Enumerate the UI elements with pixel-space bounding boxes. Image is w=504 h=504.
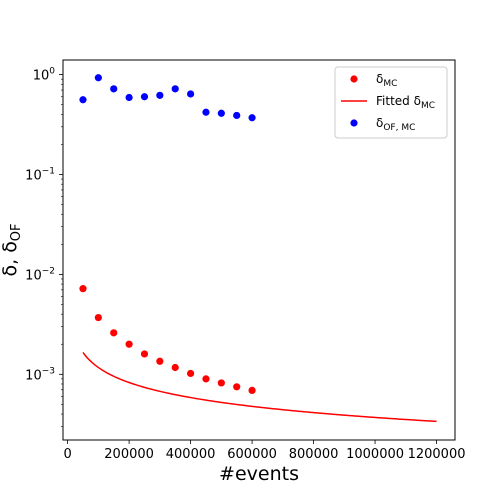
legend-label-subscript: MC (421, 101, 435, 111)
data-point-delta_of_mc (248, 114, 256, 122)
y-tick-label-base: 10 (33, 69, 50, 84)
y-axis-title-subscript: OF (9, 223, 24, 241)
y-tick-label-exponent: −1 (42, 167, 55, 177)
y-axis-title-main: δ, δ (0, 241, 21, 276)
data-point-delta_mc (125, 340, 133, 348)
x-tick-label: 1000000 (346, 447, 404, 462)
data-point-delta_of_mc (233, 111, 241, 120)
legend-box (334, 66, 448, 139)
y-tick-label: 10−2 (25, 266, 55, 283)
data-point-delta_of_mc (94, 74, 102, 82)
data-point-delta_of_mc (156, 91, 164, 99)
data-point-delta_of_mc (79, 96, 87, 104)
data-point-delta_mc (233, 383, 241, 391)
legend-swatch-delta_of_mc (350, 119, 358, 127)
data-point-delta_mc (202, 375, 210, 383)
x-axis: 0 200000 400000 600000 800000 1000000 1200000 (63, 440, 466, 462)
y-tick-label-exponent: −3 (42, 366, 55, 376)
x-tick-label: 400000 (166, 447, 216, 462)
x-tick-label: 200000 (104, 447, 154, 462)
legend-label-main: δ (376, 116, 383, 130)
data-point-delta_of_mc (217, 109, 225, 117)
y-tick-label: 10−1 (25, 167, 55, 184)
legend-label-main: Fitted δ (376, 94, 421, 108)
data-point-delta_of_mc (186, 90, 195, 98)
data-point-delta_mc (171, 363, 179, 372)
legend-label-main: δ (376, 72, 383, 86)
series-line-fitted_delta_mc (82, 352, 437, 423)
data-point-delta_of_mc (202, 108, 210, 116)
y-tick-label: 10−3 (25, 366, 55, 383)
x-axis-title: #events (219, 463, 299, 485)
x-tick-label: 600000 (227, 447, 277, 462)
data-point-delta_of_mc (171, 85, 179, 93)
legend-label-subscript: OF, MC (383, 123, 415, 133)
data-point-delta_mc (186, 369, 195, 378)
data-point-delta_mc (156, 357, 164, 365)
data-point-delta_mc (248, 386, 256, 395)
series-layer (79, 74, 437, 423)
data-point-delta_mc (79, 285, 87, 293)
x-tick-label: 800000 (289, 447, 339, 462)
legend-label-subscript: MC (383, 79, 397, 89)
data-point-delta_mc (110, 329, 118, 337)
y-tick-label-base: 10 (25, 368, 42, 383)
data-point-delta_mc (217, 379, 225, 387)
legend-swatch-delta_mc (350, 75, 358, 83)
data-point-delta_of_mc (110, 85, 118, 93)
y-tick-label-exponent: −2 (42, 266, 55, 276)
y-tick-label-base: 10 (25, 268, 42, 283)
axes-frame (62, 59, 456, 441)
data-point-delta_of_mc (125, 93, 133, 102)
x-tick-label: 0 (63, 447, 71, 462)
data-point-delta_of_mc (140, 93, 149, 101)
data-point-delta_mc (94, 313, 102, 322)
y-axis-title: δ, δOF (0, 223, 24, 276)
legend-label-fitted_delta_mc: Fitted δMC (376, 94, 435, 111)
x-tick-label: 1200000 (408, 447, 466, 462)
y-tick-label: 100 (33, 67, 56, 84)
y-tick-label-exponent: 0 (49, 67, 55, 77)
legend-label-delta_of_mc: δOF, MC (376, 116, 415, 133)
y-tick-label-base: 10 (25, 169, 42, 184)
data-point-delta_mc (140, 350, 149, 358)
legend-label-delta_mc: δMC (376, 72, 397, 89)
